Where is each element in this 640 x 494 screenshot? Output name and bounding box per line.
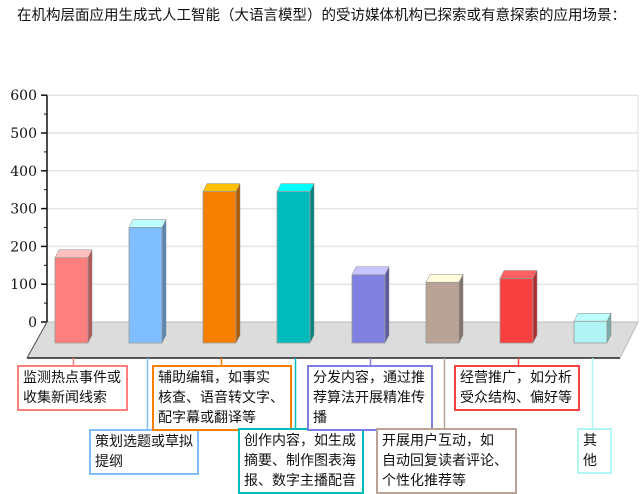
y-tick-label: 200 bbox=[10, 239, 37, 255]
bar-side bbox=[87, 249, 93, 344]
bar-side bbox=[384, 266, 390, 344]
bar-top bbox=[425, 274, 464, 283]
bar-side bbox=[309, 183, 315, 344]
bar bbox=[276, 191, 311, 344]
bar-top bbox=[351, 266, 390, 275]
category-label: 监测热点事件或 收集新闻线索 bbox=[17, 365, 128, 411]
bar-top bbox=[128, 219, 167, 228]
y-tick-label: 100 bbox=[10, 277, 37, 293]
category-label: 分发内容，通过推 荐算法开展精准传 播 bbox=[307, 365, 433, 431]
bar-side bbox=[161, 219, 167, 344]
bar-side bbox=[235, 183, 241, 344]
category-label: 开展用户互动，如 自动回复读者评论、 个性化推荐等 bbox=[376, 428, 517, 494]
bar bbox=[202, 191, 237, 344]
bar bbox=[425, 281, 460, 344]
chart-title: 在机构层面应用生成式人工智能（大语言模型）的受访媒体机构已探索或有意探索的应用场… bbox=[17, 8, 626, 24]
bar bbox=[499, 278, 534, 344]
bar bbox=[573, 320, 608, 344]
category-label: 辅助编辑，如事实 核查、语音转文字、 配字幕或翻译等 bbox=[152, 365, 292, 431]
bar bbox=[54, 257, 89, 344]
y-tick-label: 300 bbox=[10, 202, 37, 218]
y-tick-label: 600 bbox=[10, 88, 37, 104]
bar-top bbox=[573, 312, 612, 322]
bar-top bbox=[202, 183, 241, 192]
bar bbox=[351, 274, 386, 344]
category-label: 创作内容，如生成 摘要、制作图表海 报、数字主播配音 bbox=[238, 428, 364, 494]
y-tick-label: 500 bbox=[10, 126, 37, 142]
y-tick-label: 400 bbox=[10, 164, 37, 180]
bar-side bbox=[532, 270, 538, 344]
bar bbox=[128, 227, 163, 344]
bar-side bbox=[458, 274, 464, 344]
category-label: 经营推广，如分析 受众结构、偏好等 bbox=[454, 365, 580, 411]
bar-top bbox=[499, 270, 538, 279]
category-label: 策划选题或草拟 提纲 bbox=[89, 429, 199, 475]
bar-top bbox=[54, 249, 93, 258]
y-axis-floor-edge bbox=[26, 321, 48, 359]
floor bbox=[26, 321, 639, 359]
bar-top bbox=[276, 183, 315, 192]
y-tick-label: 0 bbox=[28, 315, 37, 331]
category-label: 其他 bbox=[577, 428, 612, 474]
